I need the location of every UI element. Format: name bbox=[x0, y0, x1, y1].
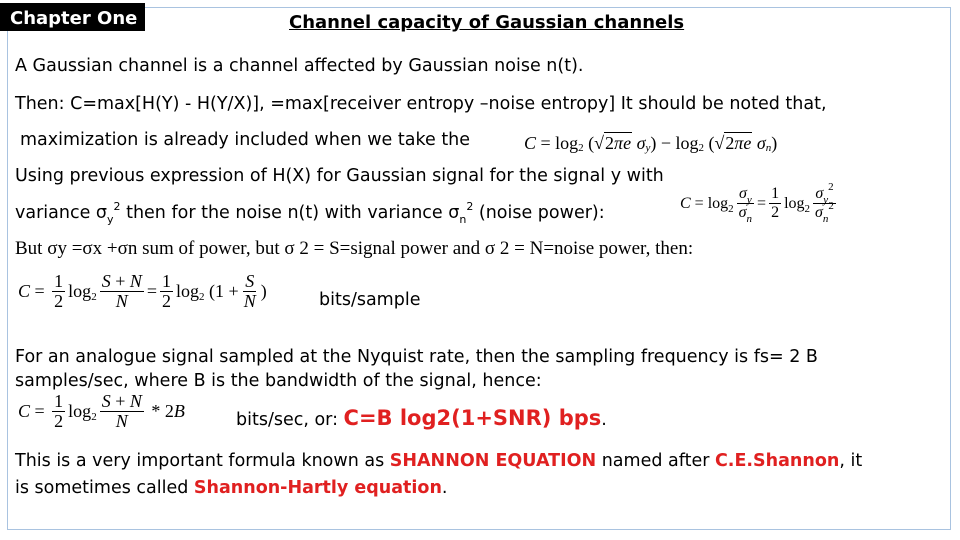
text-line-3: maximization is already included when we… bbox=[20, 130, 471, 150]
text-line-9: samples/sec, where B is the bandwidth of… bbox=[15, 371, 542, 391]
text-line-12-pre: is sometimes called bbox=[15, 478, 194, 498]
units-bits-sample: bits/sample bbox=[319, 290, 421, 310]
text-line-5: variance σy2 then for the noise n(t) wit… bbox=[15, 200, 605, 226]
text-line-6: But σy =σx +σn sum of power, but σ 2 = S… bbox=[15, 238, 694, 259]
text-line-5c: 2 bbox=[113, 200, 121, 213]
chapter-badge: Chapter One bbox=[0, 3, 146, 31]
text-line-5e: n bbox=[459, 213, 467, 226]
shannon-name: C.E.Shannon bbox=[714, 451, 840, 471]
text-line-5g: (noise power): bbox=[473, 203, 605, 223]
text-line-5b: y bbox=[107, 213, 114, 226]
text-line-10: bits/sec, or: C=B log2(1+SNR) bps. bbox=[236, 406, 607, 430]
shannon-hartly-label: Shannon-Hartly equation bbox=[193, 478, 442, 498]
text-line-2: Then: C=max[H(Y) - H(Y/X)], =max[receive… bbox=[15, 94, 827, 114]
text-line-5a: variance σ bbox=[15, 203, 107, 223]
text-line-12: is sometimes called Shannon-Hartly equat… bbox=[15, 478, 447, 498]
text-line-11-pre: This is a very important formula known a… bbox=[15, 451, 390, 471]
text-line-10-post: . bbox=[601, 410, 607, 430]
shannon-equation-label: SHANNON EQUATION bbox=[389, 451, 597, 471]
slide-title: Channel capacity of Gaussian channels bbox=[289, 12, 685, 33]
text-line-8: For an analogue signal sampled at the Ny… bbox=[15, 347, 818, 367]
formula-log-ratio: C = log 2 σy σn = 1 2 log 2 σy2 σn2 bbox=[680, 181, 836, 225]
text-line-5d: then for the noise n(t) with variance σ bbox=[120, 203, 460, 223]
text-line-12-post: . bbox=[441, 478, 448, 498]
text-line-11: This is a very important formula known a… bbox=[15, 451, 862, 471]
text-line-10-pre: bits/sec, or: bbox=[236, 410, 344, 430]
text-line-11-post: , it bbox=[839, 451, 863, 471]
shannon-formula: C=B log2(1+SNR) bps bbox=[343, 406, 602, 430]
text-line-1: A Gaussian channel is a channel affected… bbox=[15, 56, 584, 76]
slide-frame bbox=[7, 7, 951, 530]
text-line-5f: 2 bbox=[466, 200, 474, 213]
text-line-11-mid: named after bbox=[596, 451, 715, 471]
formula-entropy-difference: C = log 2 (√ 2πe σ y) − log 2 (√ 2πe σ n) bbox=[524, 132, 778, 154]
text-line-4: Using previous expression of H(X) for Ga… bbox=[15, 166, 664, 186]
